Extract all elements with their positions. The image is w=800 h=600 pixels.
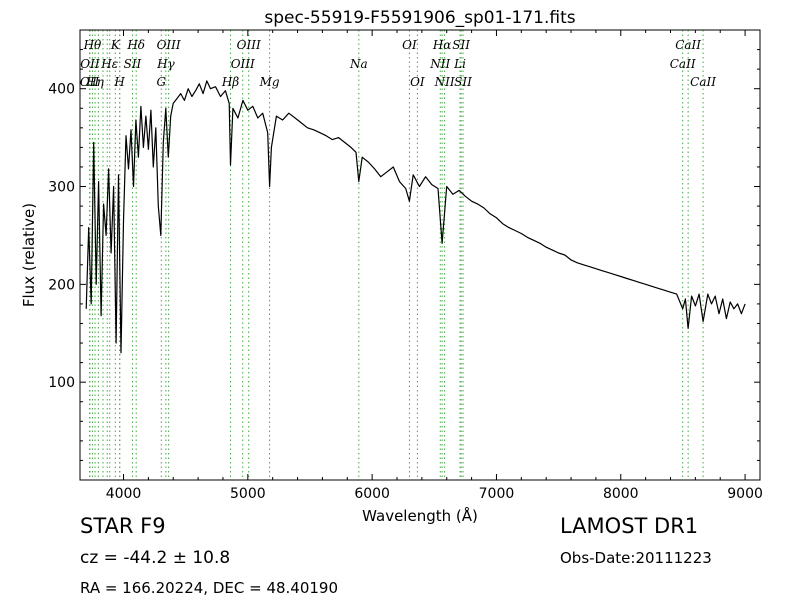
line-markers [89,30,704,480]
line-label: SII [124,57,142,71]
line-label: NII [429,57,450,71]
line-label: SII [454,75,472,89]
x-tick-label: 7000 [479,486,515,502]
line-label: OI [402,38,417,52]
line-label: NII [434,75,455,89]
y-tick-label: 300 [48,180,75,196]
redshift-value: cz = -44.2 ± 10.8 [80,548,231,568]
line-label: Hβ [221,75,239,89]
y-tick-label: 200 [48,277,75,293]
line-label: H [113,75,125,89]
x-tick-label: 6000 [354,486,390,502]
line-label: CaII [670,57,696,71]
line-label: Hε [100,57,118,71]
line-label: OIII [237,38,261,52]
x-tick-label: 8000 [603,486,639,502]
line-label: Hη [85,75,104,89]
plot-frame [79,29,761,481]
line-label: Hθ [83,38,102,52]
line-label: G [157,75,167,89]
object-class: STAR F9 [80,514,166,538]
line-label: Hδ [126,38,145,52]
line-label: CaII [690,75,716,89]
coordinates: RA = 166.20224, DEC = 48.40190 [80,579,339,597]
line-label: Hγ [156,57,175,71]
x-tick-label: 5000 [230,486,266,502]
x-axis-label: Wavelength (Å) [362,506,478,525]
line-label: Li [453,57,466,71]
y-axis-ticks: 100 200 300 400 [48,49,760,461]
line-label: Hα [432,38,452,52]
chart-title: spec-55919-F5591906_sp01-171.fits [264,8,575,28]
y-tick-label: 400 [48,82,75,98]
observation-date: Obs-Date:20111223 [560,549,712,567]
line-label: SII [452,38,470,52]
line-label: OII [80,75,100,89]
y-axis-label: Flux (relative) [20,203,38,307]
line-label: Na [349,57,368,71]
line-label: OI [410,75,425,89]
y-tick-label: 100 [48,375,75,391]
line-label: CaII [675,38,701,52]
spectrum-line [85,80,746,354]
x-axis-ticks: 4000 5000 6000 7000 8000 9000 [106,30,763,502]
line-labels: OII OII Hθ Hη Hε K H SII Hδ G Hγ OIII Hβ OIII OIII Mg Na… [80,38,716,89]
line-label: OIII [231,57,255,71]
line-label: K [110,38,121,52]
line-label: OIII [157,38,181,52]
x-tick-label: 4000 [106,486,142,502]
line-label: Mg [259,75,280,89]
survey-name: LAMOST DR1 [560,514,699,538]
x-tick-label: 9000 [727,486,763,502]
line-label: OII [80,57,100,71]
